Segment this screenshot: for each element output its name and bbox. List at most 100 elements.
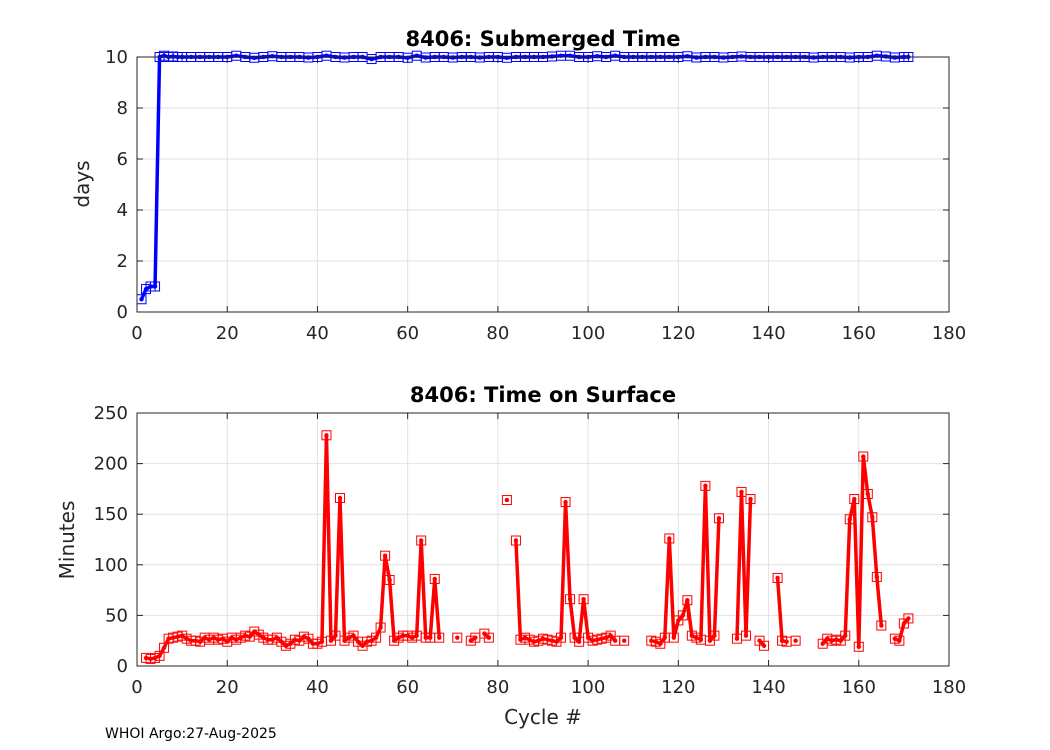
- data-point-dot: [161, 645, 167, 650]
- data-point-dot: [698, 637, 704, 642]
- x-tick-label: 40: [306, 323, 329, 344]
- axes-box: [136, 412, 950, 667]
- data-point-dot: [369, 56, 374, 62]
- chart-title: 8406: Submerged Time: [405, 27, 680, 51]
- x-tick-label: 20: [216, 323, 239, 344]
- data-point-dot: [734, 636, 740, 641]
- axes-box: [136, 56, 950, 313]
- x-tick-label: 20: [216, 677, 239, 698]
- footer-credit: WHOI Argo:27-Aug-2025: [105, 726, 277, 742]
- y-tick-label: 150: [94, 504, 128, 525]
- y-tick-label: 0: [117, 302, 128, 323]
- data-point-marker: [429, 573, 440, 584]
- x-axis-ticks: 0 20 40 60 80 100 120 140 160 180: [131, 413, 966, 698]
- data-point-dot: [504, 497, 510, 503]
- data-point-dot: [437, 635, 442, 640]
- x-tick-label: 140: [751, 323, 785, 344]
- y-tick-label: 4: [117, 200, 128, 221]
- data-point-dot: [612, 638, 618, 643]
- data-point-dot: [270, 54, 275, 59]
- data-point-marker: [664, 533, 675, 544]
- data-point-dot: [662, 635, 667, 640]
- data-point-dot: [152, 284, 158, 289]
- x-tick-label: 160: [842, 323, 876, 344]
- data-point-dot: [414, 633, 419, 638]
- data-point-marker: [876, 620, 887, 631]
- data-point-dot: [405, 55, 410, 60]
- series-line: [735, 490, 753, 641]
- data-point-marker: [709, 630, 720, 641]
- data-point-dot: [680, 613, 686, 618]
- x-tick-label: 120: [661, 323, 695, 344]
- data-point-dot: [712, 633, 717, 638]
- data-point-dot: [382, 553, 388, 558]
- data-point-dot: [378, 625, 383, 630]
- data-point-dot: [784, 639, 789, 644]
- data-point-dot: [874, 574, 880, 580]
- data-point-marker: [452, 632, 463, 643]
- data-point-dot: [897, 638, 902, 643]
- data-point-dot: [694, 55, 699, 60]
- y-tick-label: 8: [117, 98, 128, 119]
- data-point-dot: [567, 597, 573, 602]
- data-point-dot: [157, 653, 162, 659]
- submerged-time-chart: 0 20 40 60 80 100 120 140 160 180 0 2 4 6 8 10 8406: S…: [70, 27, 966, 344]
- data-point-marker: [894, 635, 905, 646]
- x-tick-label: 0: [131, 677, 142, 698]
- data-point-marker: [380, 550, 391, 561]
- data-point-dot: [608, 633, 613, 638]
- data-point-marker: [741, 630, 751, 641]
- data-point-marker: [903, 613, 914, 624]
- data-point-dot: [676, 618, 681, 623]
- data-point-dot: [861, 454, 866, 459]
- y-tick-label: 250: [94, 403, 128, 424]
- data-point-dot: [419, 538, 424, 543]
- data-point-dot: [716, 516, 722, 521]
- data-point-dot: [870, 515, 875, 520]
- x-tick-label: 0: [131, 323, 142, 344]
- data-point-dot: [428, 635, 433, 640]
- data-point-dot: [373, 635, 379, 640]
- data-point-dot: [563, 499, 568, 505]
- data-point-dot: [324, 433, 329, 438]
- data-point-dot: [450, 55, 455, 60]
- data-point-dot: [793, 638, 798, 643]
- data-point-marker: [501, 495, 512, 506]
- data-point-dot: [721, 55, 726, 60]
- data-point-dot: [739, 54, 744, 59]
- data-point-marker: [849, 494, 860, 505]
- data-point-marker: [713, 513, 724, 524]
- data-point-dot: [477, 55, 483, 60]
- x-axis-label: Cycle #: [504, 705, 582, 729]
- data-point-dot: [671, 635, 677, 640]
- data-point-marker: [840, 630, 851, 641]
- data-point-dot: [707, 638, 713, 643]
- data-point-dot: [387, 577, 392, 583]
- data-point-dot: [581, 597, 586, 602]
- y-tick-label: 6: [117, 149, 128, 170]
- plot-area: [141, 430, 914, 664]
- data-point-dot: [549, 54, 555, 59]
- data-point-dot: [761, 643, 767, 648]
- data-point-marker: [578, 594, 589, 605]
- x-tick-label: 60: [396, 677, 419, 698]
- data-point-dot: [685, 598, 690, 603]
- data-point-dot: [667, 536, 672, 541]
- data-point-marker: [483, 632, 494, 643]
- data-point-dot: [847, 517, 852, 522]
- data-point-marker: [736, 486, 747, 497]
- data-point-dot: [473, 635, 478, 640]
- plot-background: [137, 413, 949, 666]
- data-point-marker: [772, 572, 783, 583]
- data-point-marker: [790, 635, 801, 646]
- plot-background: [137, 57, 949, 312]
- data-point-dot: [306, 55, 311, 60]
- x-tick-label: 100: [571, 323, 605, 344]
- y-tick-label: 50: [105, 605, 128, 626]
- data-point-dot: [558, 635, 564, 640]
- x-tick-label: 60: [396, 323, 419, 344]
- data-point-dot: [843, 633, 848, 638]
- x-tick-label: 40: [306, 677, 329, 698]
- x-tick-label: 160: [842, 677, 876, 698]
- data-point-dot: [594, 54, 600, 59]
